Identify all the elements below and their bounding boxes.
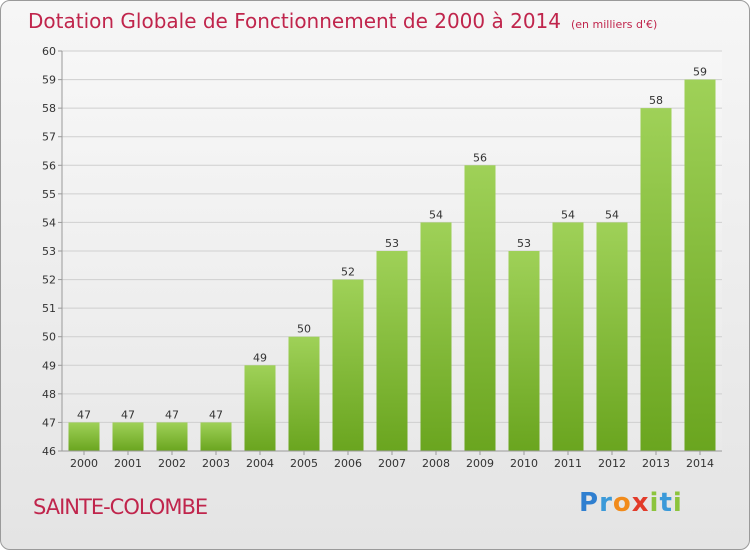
chart-title-block: Dotation Globale de Fonctionnement de 20… (28, 9, 657, 33)
bar-2004 (244, 365, 276, 451)
data-label-2008: 54 (429, 208, 443, 221)
data-label-2010: 53 (517, 237, 531, 250)
logo-letter: P (579, 488, 600, 518)
logo-letter: x (631, 488, 650, 518)
y-tick-label: 59 (42, 74, 56, 87)
x-tick-label-2012: 2012 (598, 457, 626, 470)
y-tick-label: 52 (42, 274, 56, 287)
bar-2013 (640, 108, 672, 452)
data-label-2005: 50 (297, 323, 311, 336)
x-tick-label-2004: 2004 (246, 457, 274, 470)
x-tick-label-2011: 2011 (554, 457, 582, 470)
data-label-2006: 52 (341, 266, 355, 279)
proxiti-logo: Proxiti (579, 488, 683, 518)
bar-2011 (552, 222, 584, 451)
data-label-2009: 56 (473, 151, 487, 164)
x-tick-label-2003: 2003 (202, 457, 230, 470)
logo-letter: i (672, 488, 683, 518)
y-axis-ticks: 46 47 48 49 50 51 52 53 54 55 56 57 58 59 60 (42, 45, 62, 458)
y-tick-label: 54 (42, 216, 56, 229)
y-tick-label: 50 (42, 331, 56, 344)
data-label-2012: 54 (605, 208, 619, 221)
x-tick-label-2014: 2014 (686, 457, 714, 470)
bar-2007 (376, 251, 408, 451)
x-tick-label-2005: 2005 (290, 457, 318, 470)
y-tick-label: 46 (42, 445, 56, 458)
bar-2005 (288, 336, 320, 451)
x-tick-label-2007: 2007 (378, 457, 406, 470)
bar-2000 (68, 422, 100, 451)
y-tick-label: 57 (42, 131, 56, 144)
data-label-2003: 47 (209, 408, 223, 421)
data-label-2002: 47 (165, 408, 179, 421)
logo-letter: i (649, 488, 660, 518)
bar-2006 (332, 279, 364, 451)
bar-2002 (156, 422, 188, 451)
bar-2010 (508, 251, 540, 451)
y-tick-label: 47 (42, 416, 56, 429)
x-tick-label-2013: 2013 (642, 457, 670, 470)
bar-2014 (684, 79, 716, 452)
data-label-2011: 54 (561, 208, 575, 221)
y-tick-label: 55 (42, 188, 56, 201)
y-tick-label: 48 (42, 388, 56, 401)
x-tick-label-2010: 2010 (510, 457, 538, 470)
y-tick-label: 49 (42, 359, 56, 372)
data-label-2007: 53 (385, 237, 399, 250)
x-tick-label-2000: 2000 (70, 457, 98, 470)
data-label-2001: 47 (121, 408, 135, 421)
x-tick-label-2008: 2008 (422, 457, 450, 470)
y-tick-label: 60 (42, 45, 56, 58)
logo-letter: o (612, 488, 632, 518)
bar-2012 (596, 222, 628, 451)
data-label-2014: 59 (693, 66, 707, 79)
logo-letter: t (659, 488, 673, 518)
commune-name: SAINTE-COLOMBE (33, 495, 208, 519)
data-label-2013: 58 (649, 94, 663, 107)
chart-unit: (en milliers d'€) (571, 18, 658, 31)
logo-letter: r (599, 488, 613, 518)
chart-title: Dotation Globale de Fonctionnement de 20… (28, 9, 561, 33)
bar-2001 (112, 422, 144, 451)
y-tick-label: 51 (42, 302, 56, 315)
bar-2009 (464, 165, 496, 452)
x-tick-label-2002: 2002 (158, 457, 186, 470)
x-tick-label-2001: 2001 (114, 457, 142, 470)
y-tick-label: 53 (42, 245, 56, 258)
x-tick-label-2006: 2006 (334, 457, 362, 470)
bars-layer: 47 47 47 47 49 50 52 53 54 56 53 54 54 58 59 (68, 66, 716, 452)
data-label-2004: 49 (253, 351, 267, 364)
bar-2003 (200, 422, 232, 451)
y-tick-label: 56 (42, 159, 56, 172)
data-label-2000: 47 (77, 408, 91, 421)
x-tick-label-2009: 2009 (466, 457, 494, 470)
bar-2008 (420, 222, 452, 451)
x-axis-ticks: 2000 2001 2002 2003 2004 2005 2006 2007 2008 2009… (70, 451, 714, 470)
y-tick-label: 58 (42, 102, 56, 115)
